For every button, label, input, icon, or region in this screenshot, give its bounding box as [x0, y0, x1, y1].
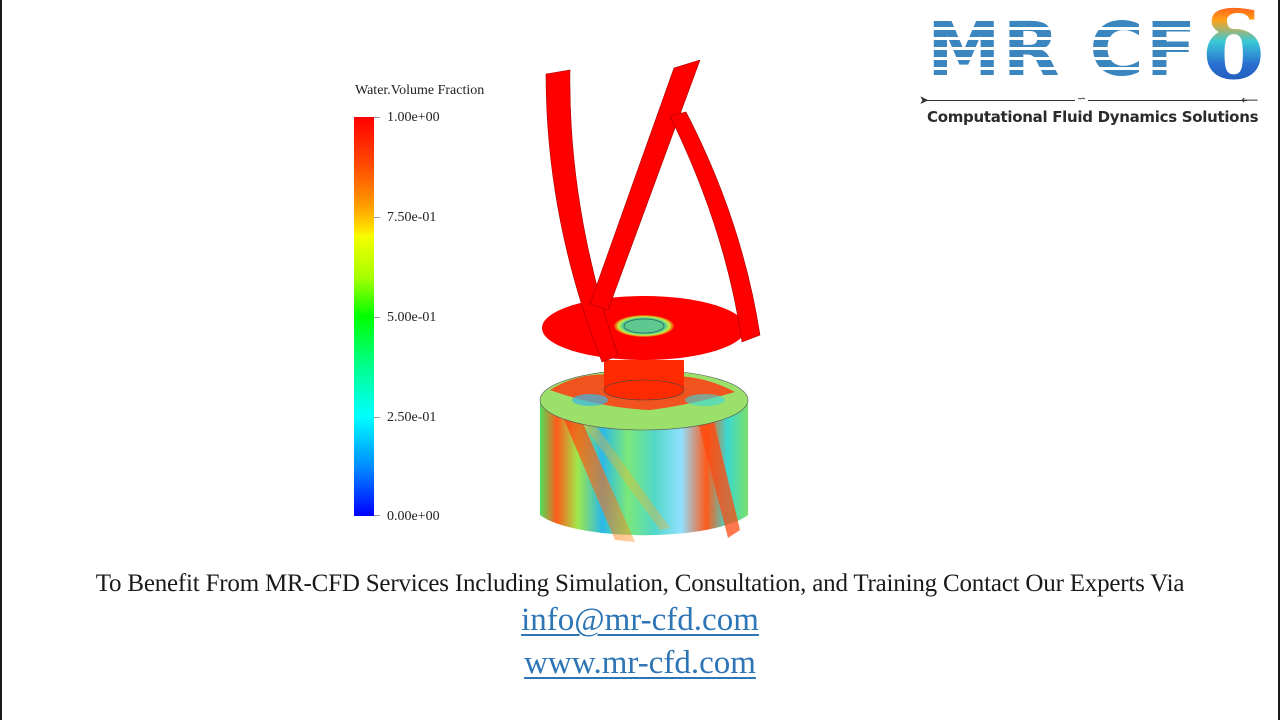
legend-tick	[374, 515, 380, 516]
colorbar-gradient	[354, 117, 374, 516]
frame-border-right	[1278, 0, 1280, 720]
arrow-right-icon: ⟵	[1241, 93, 1259, 107]
legend-label-min: 0.00e+00	[387, 509, 440, 524]
mr-cfd-logo: MR CF δ ➤ ∽ ⟵ Computational Fluid Dynami…	[915, 0, 1265, 132]
ornament-icon: ∽	[1075, 92, 1089, 105]
email-link[interactable]: info@mr-cfd.com	[521, 602, 759, 638]
legend-tick	[374, 117, 380, 118]
legend-label-025: 2.50e-01	[387, 410, 437, 425]
turbine-model-icon	[539, 59, 761, 542]
colorbar-legend: Water.Volume Fraction 1.00e+00 7.50e-01 …	[340, 80, 540, 540]
legend-label-max: 1.00e+00	[387, 110, 440, 125]
logo-wordmark: MR CF	[927, 7, 1199, 93]
legend-title: Water.Volume Fraction	[355, 83, 485, 98]
legend-tick	[374, 217, 380, 218]
logo-tagline: Computational Fluid Dynamics Solutions	[927, 108, 1259, 126]
legend-label-050: 5.00e-01	[387, 310, 437, 325]
arrow-left-icon: ➤	[919, 93, 930, 107]
website-link[interactable]: www.mr-cfd.com	[524, 645, 756, 681]
legend-tick	[374, 317, 380, 318]
logo-delta-icon: δ	[1203, 0, 1265, 100]
contact-prompt: To Benefit From MR-CFD Services Includin…	[95, 570, 1185, 597]
cfd-contour-render	[520, 59, 790, 560]
legend-tick	[374, 417, 380, 418]
frame-border-left	[0, 0, 2, 720]
legend-label-075: 7.50e-01	[387, 210, 437, 225]
